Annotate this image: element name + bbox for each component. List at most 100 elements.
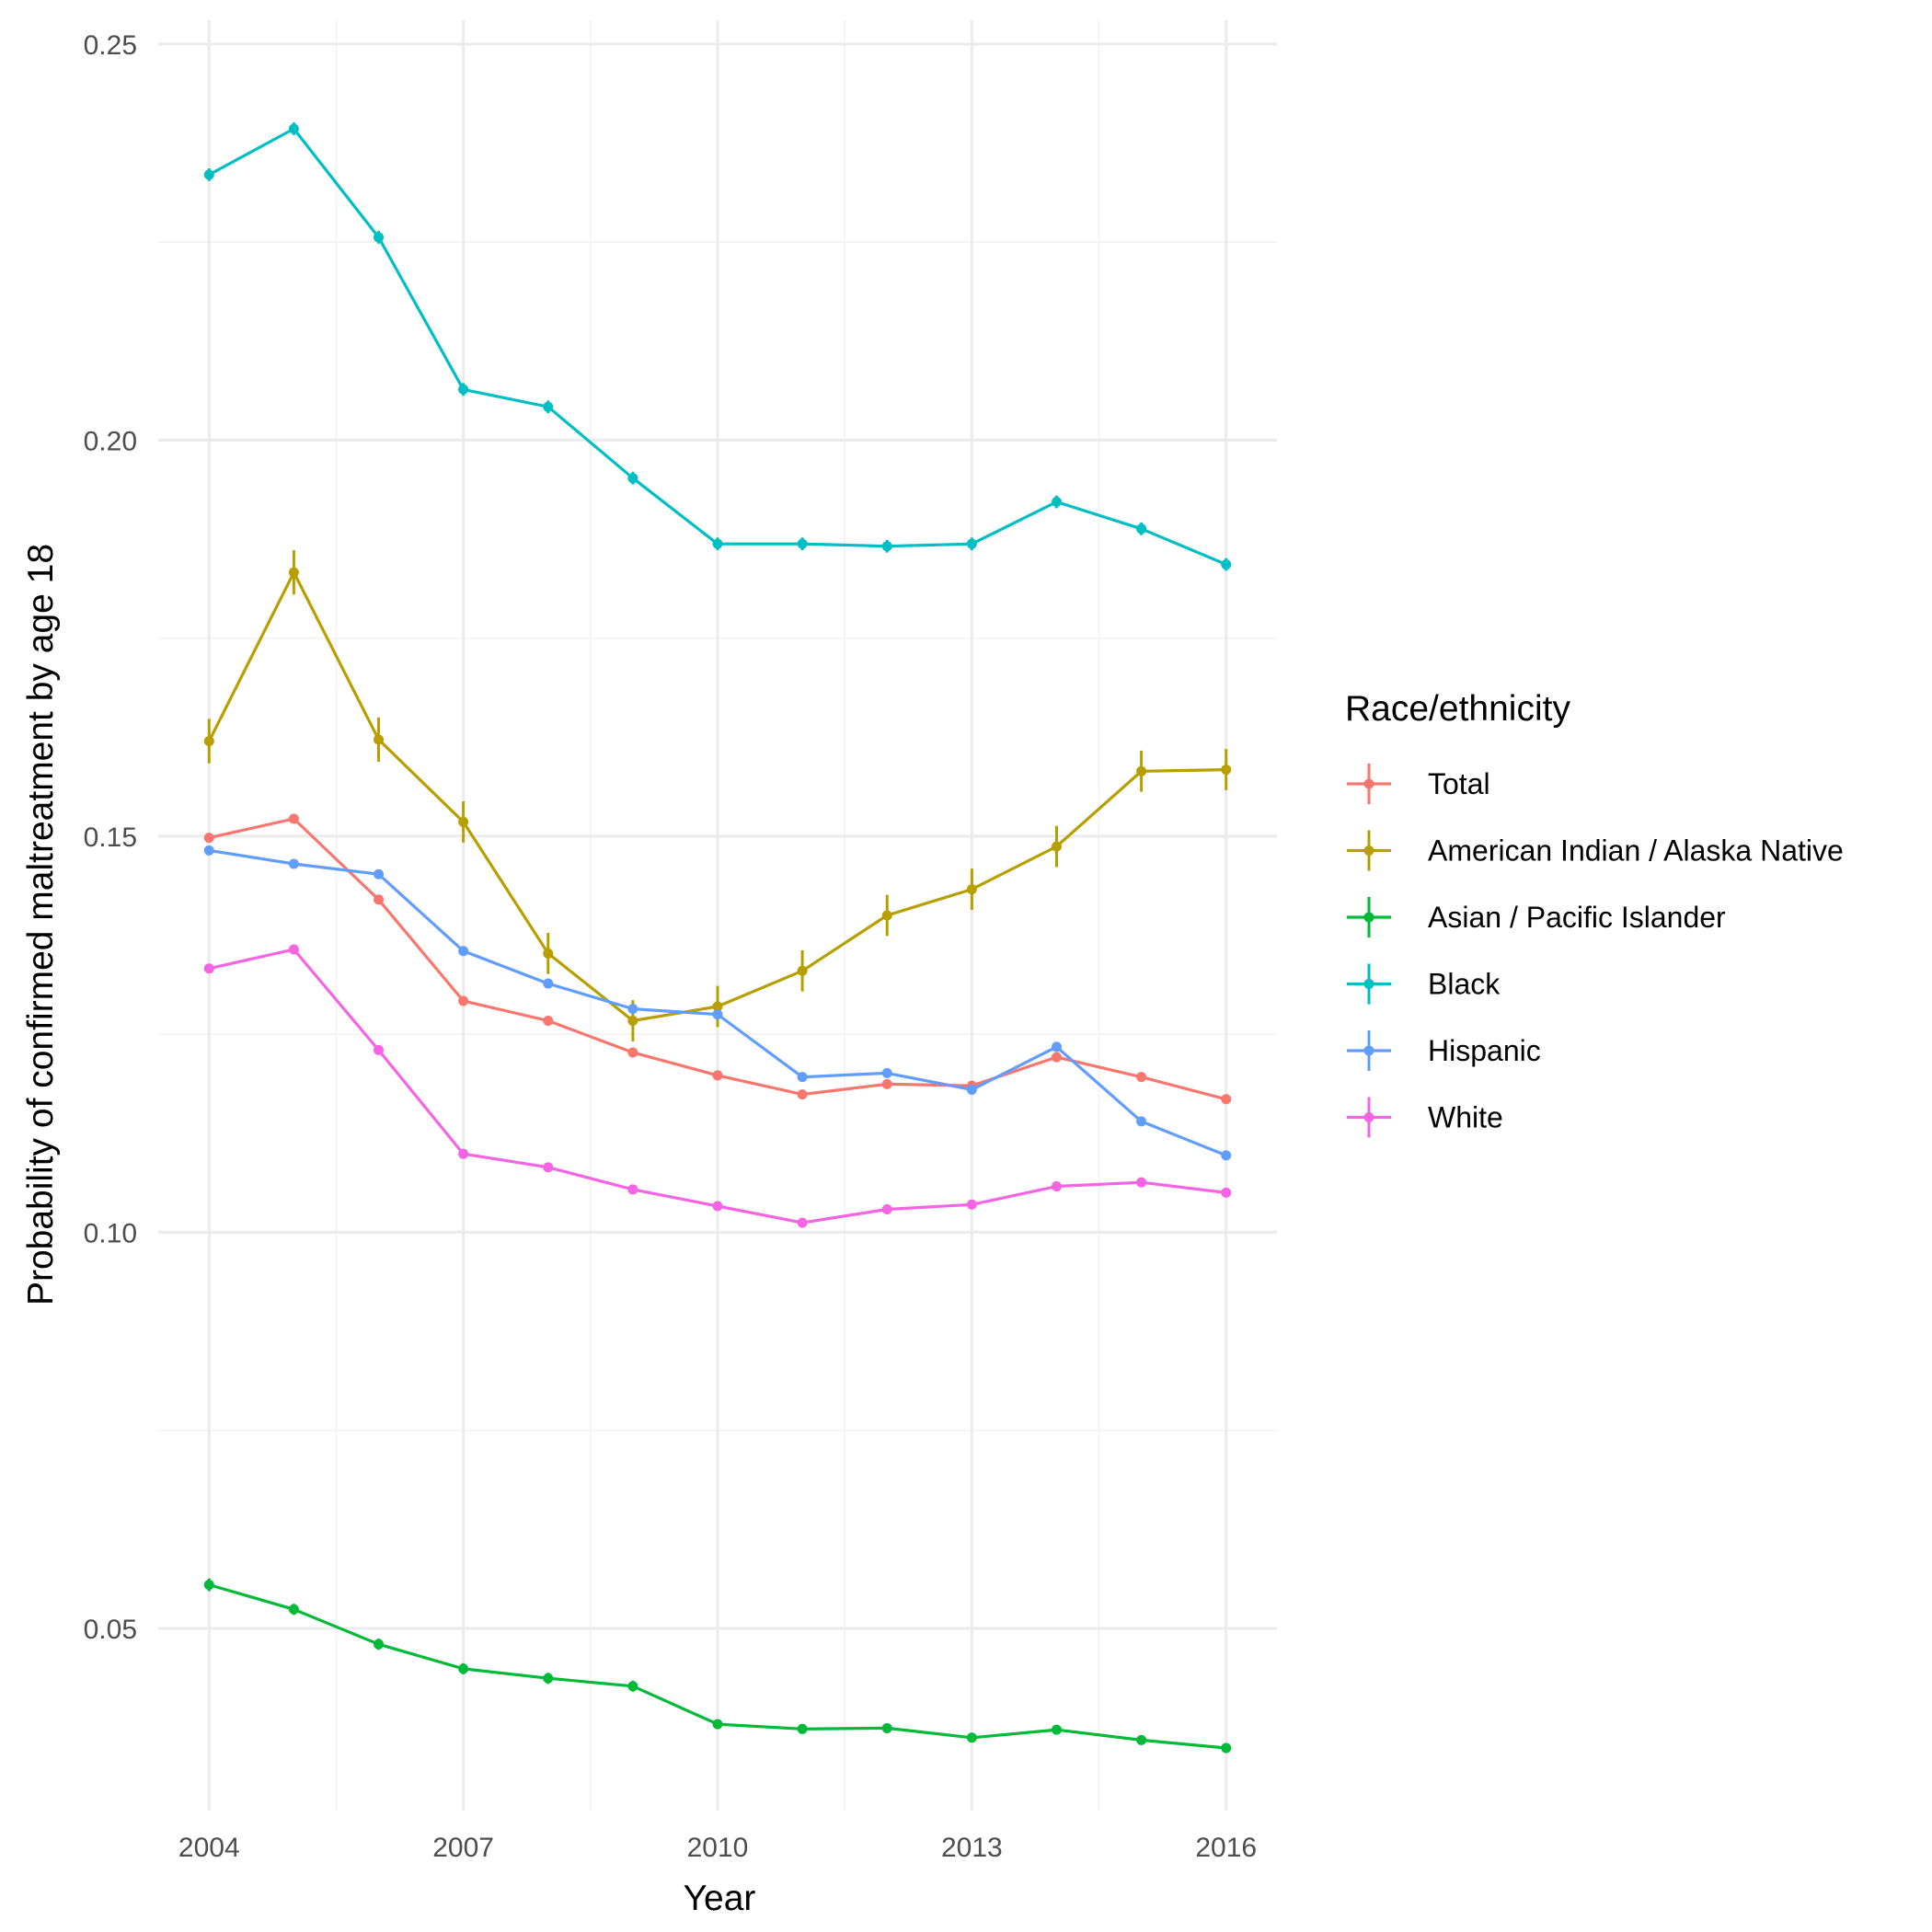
y-axis-title: Probability of confirmed maltreatment by…	[21, 544, 61, 1305]
data-point	[797, 1723, 808, 1734]
legend: Race/ethnicity Total American Indian / Al…	[1345, 689, 1844, 1138]
data-point	[966, 538, 977, 549]
x-tick-label: 2007	[432, 1833, 494, 1863]
data-point	[1051, 497, 1062, 508]
data-point	[1051, 1724, 1062, 1735]
data-point	[543, 401, 554, 412]
data-point	[288, 944, 299, 955]
y-tick-label: 0.05	[84, 1615, 137, 1645]
data-point	[1221, 559, 1232, 570]
data-point	[797, 965, 808, 976]
data-point	[797, 1217, 808, 1228]
x-axis-title: Year	[684, 1879, 756, 1918]
data-point	[1221, 765, 1232, 776]
data-point	[374, 894, 385, 905]
data-point	[203, 1580, 214, 1591]
data-point	[712, 1201, 723, 1212]
data-point	[1051, 1052, 1062, 1063]
x-tick-label: 2004	[178, 1833, 240, 1863]
data-point	[288, 858, 299, 869]
x-tick-label: 2010	[687, 1833, 749, 1863]
data-point	[797, 1072, 808, 1083]
data-point	[288, 813, 299, 824]
minor-gridlines	[158, 20, 1277, 1811]
data-point	[203, 736, 214, 747]
legend-key-point	[1363, 845, 1374, 856]
data-point	[543, 1673, 554, 1684]
data-point	[712, 1719, 723, 1730]
data-point	[797, 538, 808, 549]
data-point	[1136, 523, 1147, 535]
legend-item: Black	[1347, 963, 1501, 1005]
data-point	[627, 1016, 638, 1027]
data-point	[1221, 1094, 1232, 1105]
data-point	[203, 845, 214, 856]
x-axis-ticks: 2004 2007 2010 2013 2016	[178, 1833, 1257, 1863]
data-point	[881, 910, 892, 921]
data-point	[712, 1001, 723, 1012]
data-point	[881, 541, 892, 552]
legend-key-point	[1363, 1045, 1374, 1056]
data-point	[1221, 1187, 1232, 1198]
data-point	[712, 1009, 723, 1020]
y-tick-label: 0.25	[84, 30, 137, 61]
series	[203, 122, 1232, 571]
data-point	[627, 1681, 638, 1692]
data-point	[627, 473, 638, 484]
plot-series	[203, 122, 1232, 1754]
data-point	[1136, 1734, 1147, 1745]
legend-key-point	[1363, 979, 1374, 989]
data-point	[881, 1203, 892, 1214]
data-point	[627, 1004, 638, 1015]
data-point	[543, 978, 554, 989]
legend-label: Total	[1428, 767, 1490, 800]
y-tick-label: 0.20	[84, 426, 137, 456]
legend-key-point	[1363, 778, 1374, 789]
legend-item: White	[1347, 1097, 1503, 1138]
legend-label: Hispanic	[1428, 1034, 1541, 1067]
data-point	[543, 948, 554, 959]
data-point	[627, 1184, 638, 1195]
legend-item: Total	[1347, 764, 1490, 804]
data-point	[797, 1089, 808, 1100]
data-point	[458, 946, 469, 957]
data-point	[1136, 1177, 1147, 1188]
data-point	[881, 1067, 892, 1078]
data-point	[1136, 1072, 1147, 1083]
data-point	[203, 169, 214, 180]
data-point	[374, 868, 385, 880]
data-point	[1221, 1742, 1232, 1754]
y-tick-label: 0.15	[84, 822, 137, 853]
legend-label: White	[1428, 1101, 1503, 1134]
data-point	[458, 384, 469, 395]
data-point	[627, 1047, 638, 1058]
series	[203, 845, 1232, 1161]
data-point	[203, 963, 214, 974]
data-point	[1221, 1150, 1232, 1161]
data-point	[374, 734, 385, 745]
data-point	[458, 1148, 469, 1159]
data-point	[203, 833, 214, 844]
data-point	[543, 1162, 554, 1173]
legend-title: Race/ethnicity	[1345, 689, 1570, 729]
data-point	[374, 1639, 385, 1650]
series	[203, 550, 1232, 1041]
data-point	[881, 1722, 892, 1733]
data-point	[543, 1016, 554, 1027]
x-tick-label: 2016	[1195, 1833, 1257, 1863]
data-point	[288, 567, 299, 578]
x-tick-label: 2013	[941, 1833, 1003, 1863]
legend-items: Total American Indian / Alaska Native Asia…	[1347, 764, 1844, 1138]
data-point	[881, 1078, 892, 1089]
data-point	[712, 1070, 723, 1081]
data-point	[374, 1044, 385, 1055]
series	[203, 1578, 1232, 1754]
data-point	[712, 538, 723, 549]
data-point	[458, 995, 469, 1006]
legend-item: Hispanic	[1347, 1030, 1541, 1071]
series	[203, 944, 1232, 1228]
major-gridlines	[158, 20, 1277, 1811]
data-point	[1136, 1116, 1147, 1127]
y-axis-ticks: 0.05 0.10 0.15 0.20 0.25	[84, 30, 137, 1645]
y-tick-label: 0.10	[84, 1218, 137, 1248]
